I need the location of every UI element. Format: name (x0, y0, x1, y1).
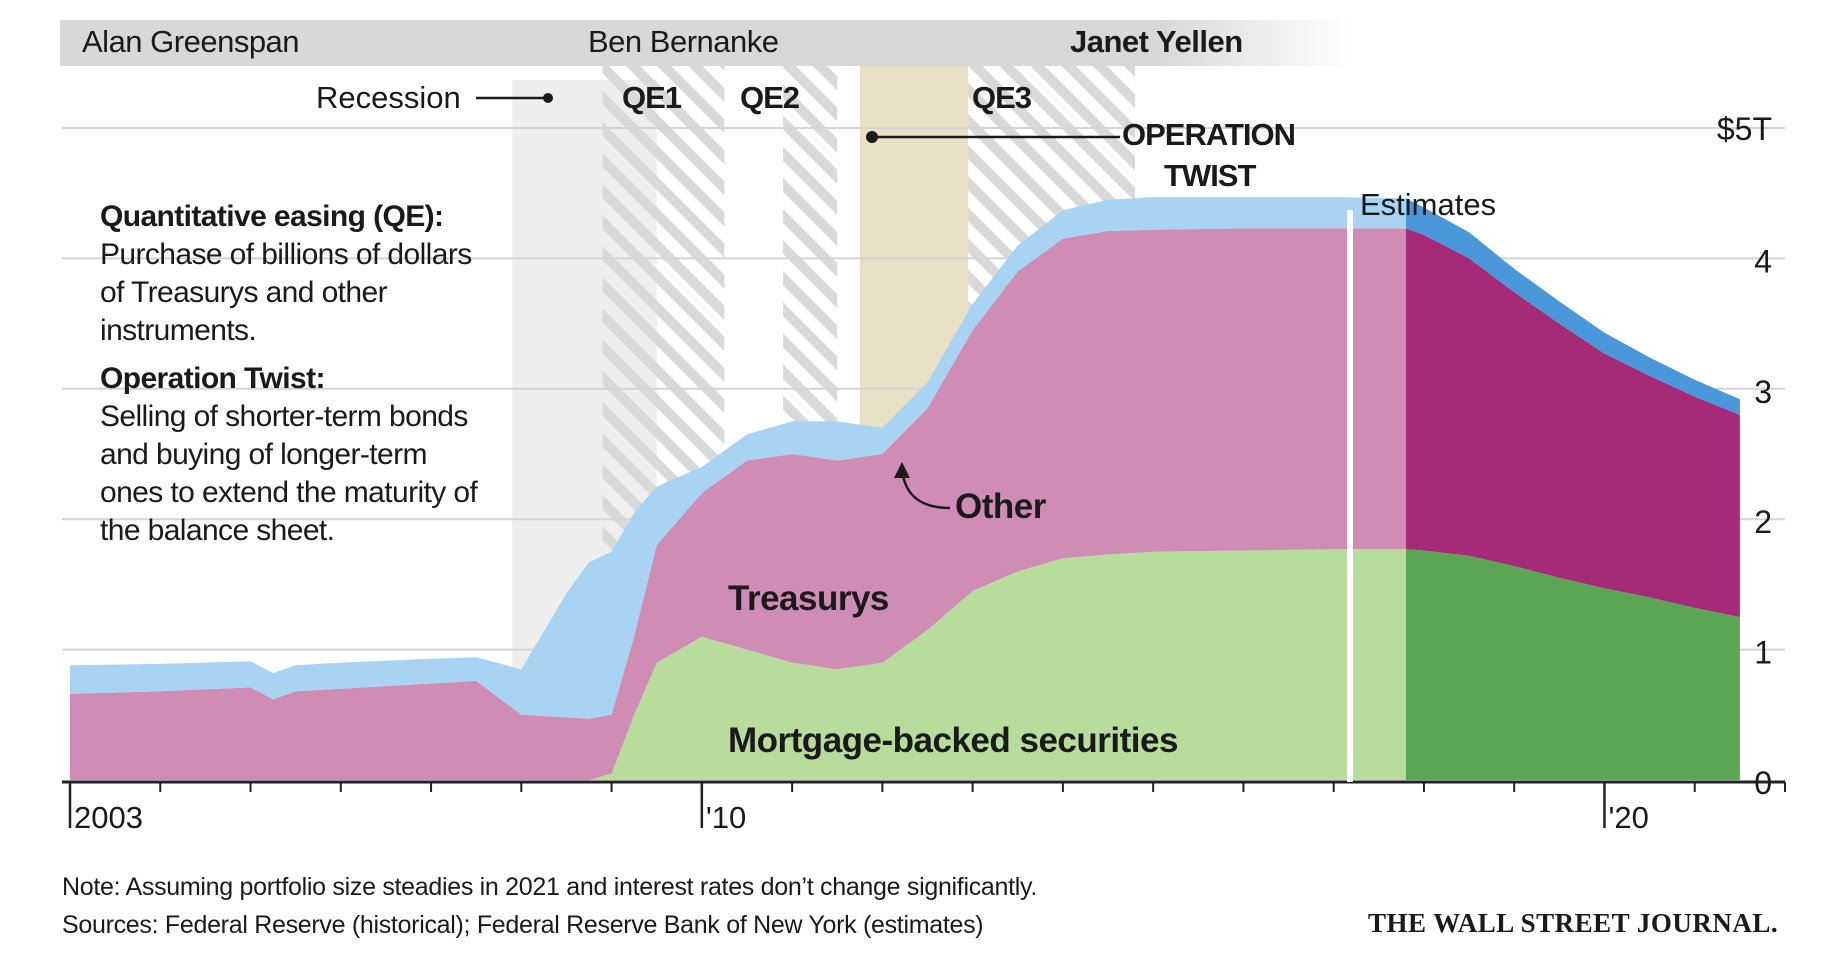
y-tick-label: 1 (1754, 635, 1772, 671)
operation-twist-label-line1: OPERATION (1122, 117, 1295, 152)
qe3-label: QE3 (972, 80, 1032, 115)
note-text: Note: Assuming portfolio size steadies i… (62, 873, 1037, 901)
historical-area-treasurys (70, 228, 1406, 780)
y-tick-label: 3 (1754, 374, 1772, 410)
twist-definition: Operation Twist: Selling of shorter-term … (100, 360, 480, 550)
series-label-mbs: Mortgage-backed securities (728, 721, 1178, 760)
y-tick-label: 4 (1754, 243, 1772, 279)
qe2-label: QE2 (740, 80, 799, 115)
recession-pointer-dot (543, 93, 553, 103)
operation-twist-label-line2: TWIST (1164, 158, 1256, 193)
twist-text: Selling of shorter-term bonds and buying… (100, 400, 478, 547)
historical-area-mortgage-backed-securities (70, 549, 1406, 780)
estimates-label: Estimates (1360, 187, 1496, 222)
qe-definition: Quantitative easing (QE): Purchase of bi… (100, 198, 480, 350)
estimate-area-treasurys (1405, 228, 1740, 617)
x-tick-label: '20 (1608, 800, 1648, 835)
estimate-area-mortgage-backed-securities (1405, 549, 1740, 780)
notes: Note: Assuming portfolio size steadies i… (62, 868, 1037, 944)
series-label-other: Other (955, 487, 1047, 526)
qe1-label: QE1 (622, 80, 682, 115)
stacked-areas (70, 197, 1740, 780)
chair-label-yellen: Janet Yellen (1070, 24, 1243, 59)
chair-bar (60, 20, 1350, 66)
historical-area-other (70, 197, 1406, 719)
y-ticks: 0 1 2 3 4 $5T (1717, 111, 1772, 801)
series-label-treasurys: Treasurys (728, 579, 889, 618)
sources-text: Sources: Federal Reserve (historical); F… (62, 911, 984, 939)
y-tick-label: $5T (1717, 111, 1772, 147)
twist-term: Operation Twist: (100, 362, 325, 395)
estimate-area-other (1405, 198, 1740, 415)
other-arrowhead (894, 462, 910, 478)
twist-pointer-dot (866, 131, 878, 143)
x-tick-label: 2003 (74, 800, 143, 835)
qe-term: Quantitative easing (QE): (100, 200, 444, 233)
chair-label-greenspan: Alan Greenspan (82, 24, 299, 59)
publication-logo: THE WALL STREET JOURNAL. (1368, 908, 1779, 938)
y-tick-label: 0 (1754, 765, 1772, 801)
recession-label: Recession (316, 80, 461, 115)
x-ticks: 2003 '10 '20 (68, 782, 1786, 835)
x-tick-label: '10 (706, 800, 746, 835)
chair-label-bernanke: Ben Bernanke (588, 24, 778, 59)
definitions: Quantitative easing (QE): Purchase of bi… (100, 198, 480, 560)
y-tick-label: 2 (1754, 504, 1772, 540)
qe-text: Purchase of billions of dollars of Treas… (100, 238, 472, 347)
